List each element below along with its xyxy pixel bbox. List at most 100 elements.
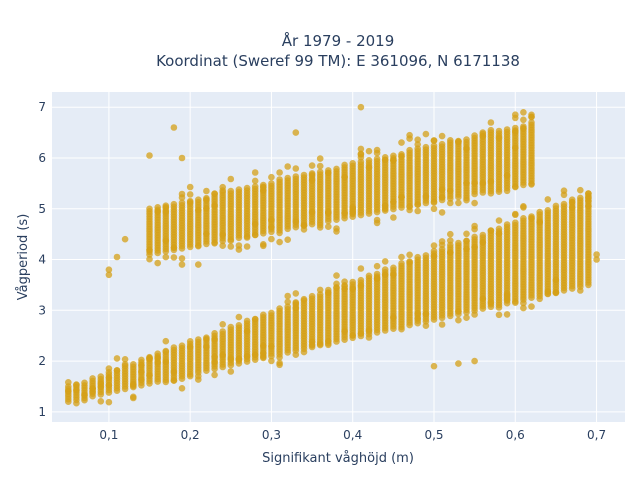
scatter-point [276,238,283,246]
scatter-point [455,360,462,367]
y-tick-label: 3 [38,303,46,317]
scatter-point [268,357,275,365]
scatter-point [162,378,170,386]
scatter-point [203,196,210,203]
scatter-point [357,276,365,284]
scatter-point [284,236,292,243]
scatter-point [251,169,259,176]
scatter-point [503,311,511,318]
scatter-point [219,328,226,335]
x-tick-label: 0,4 [343,428,362,442]
y-tick-label: 1 [38,405,46,419]
scatter-point [195,336,202,343]
scatter-point [398,193,405,201]
scatter-point [487,227,495,234]
scatter-point [447,249,454,256]
scatter-point [357,145,365,153]
scatter-point [219,351,226,359]
scatter-point [381,156,389,164]
scatter-point [430,205,438,213]
scatter-point [357,330,365,337]
scatter-point [544,207,552,214]
scatter-point [390,264,397,272]
scatter-point [503,126,511,133]
scatter-point [463,136,470,143]
scatter-point [251,220,259,228]
scatter-point [593,256,600,263]
scatter-point [447,230,454,238]
scatter-point [308,162,316,169]
scatter-point [97,380,105,387]
x-tick-label: 0,3 [262,428,281,442]
scatter-point [325,208,332,216]
scatter-point [381,271,389,279]
scatter-point [81,396,88,404]
scatter-point [455,316,462,324]
scatter-point [528,181,535,188]
scatter-point [325,341,332,349]
scatter-point [503,187,511,195]
scatter-point [260,342,267,350]
scatter-point [227,187,235,195]
scatter-point [276,229,283,237]
scatter-point [260,242,267,250]
scatter-point [219,183,226,191]
scatter-point [341,209,348,217]
scatter-point [365,164,373,171]
scatter-point [146,205,153,213]
tick-labels: 0,1 0,2 0,3 0,4 0,5 0,6 0,7 1 2 3 4 5 6 7 [38,100,606,442]
scatter-point [333,272,340,279]
scatter-point [276,169,283,176]
scatter-point [325,169,332,177]
scatter-point [235,356,243,363]
scatter-point [406,131,413,139]
scatter-point [316,286,324,294]
scatter-point [300,295,308,303]
scatter-point [381,202,389,209]
scatter-point [154,259,161,267]
scatter-point [381,266,389,273]
scatter-point [414,201,422,208]
scatter-point [178,255,186,262]
scatter-point [503,221,511,228]
scatter-point [243,352,251,360]
scatter-point [479,179,487,187]
x-tick-label: 0,6 [506,428,525,442]
scatter-point [422,130,430,138]
scatter-point [495,311,503,319]
scatter-point [577,194,584,202]
scatter-point [438,238,446,245]
scatter-point [503,293,511,300]
scatter-point [503,172,511,179]
scatter-point [211,190,218,197]
scatter-point [227,237,235,244]
scatter-point [406,146,413,154]
scatter-point [455,239,462,247]
scatter-point [316,168,324,176]
scatter-point [235,313,243,321]
scatter-point [365,334,373,341]
scatter-point [268,343,275,350]
scatter-point [235,186,243,193]
scatter-point [390,214,397,221]
scatter-point [341,282,348,289]
scatter-point [495,230,503,237]
scatter-point [235,322,243,329]
scatter-point [146,246,153,254]
scatter-point [251,231,259,239]
scatter-point [308,342,316,349]
scatter-point [406,251,413,259]
scatter-point [178,385,186,392]
scatter-point [105,365,113,372]
scatter-point [471,222,478,230]
scatter-point [130,380,137,388]
scatter-point [178,375,186,383]
scatter-point [178,342,186,350]
scatter-point [463,230,470,238]
scatter-point [186,199,194,206]
scatter-point [195,376,202,383]
scatter-point [414,207,422,215]
scatter-point [471,199,478,207]
scatter-point [186,191,194,198]
